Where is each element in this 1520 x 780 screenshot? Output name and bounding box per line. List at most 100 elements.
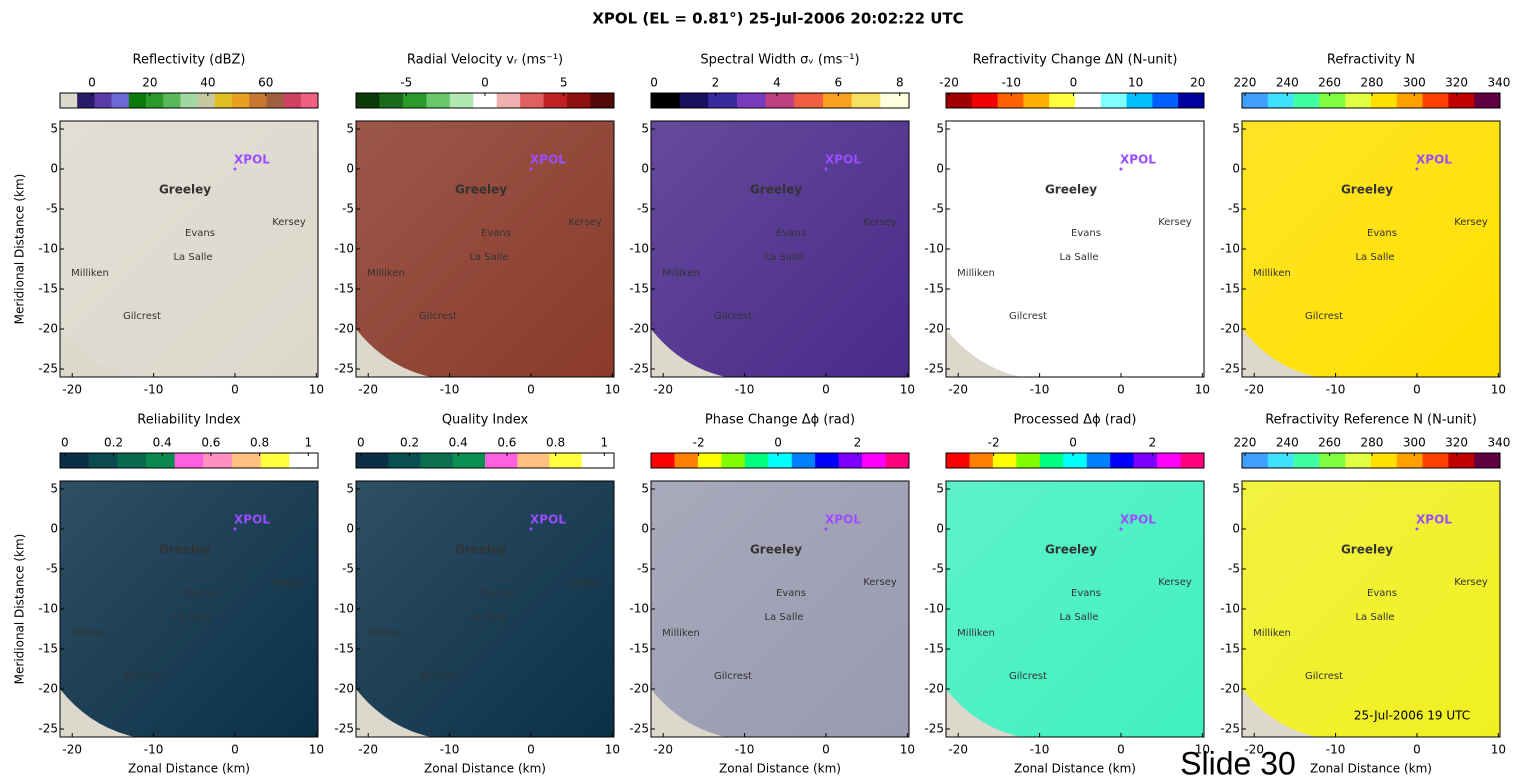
panel-title: Phase Change Δϕ (rad) bbox=[705, 413, 855, 428]
colorbar-swatch bbox=[698, 453, 722, 468]
x-tick-label: 0 bbox=[822, 743, 830, 757]
colorbar-tick-label: 240 bbox=[1276, 76, 1299, 90]
x-tick-label: 10 bbox=[900, 383, 915, 397]
colorbar-swatch bbox=[301, 93, 319, 108]
colorbar-tick-label: 10 bbox=[1128, 76, 1143, 90]
colorbar-swatch bbox=[1345, 93, 1371, 108]
colorbar-swatch bbox=[112, 93, 130, 108]
map-field bbox=[1242, 121, 1500, 377]
place-label: Greeley bbox=[1341, 543, 1393, 557]
colorbar-swatch bbox=[1423, 93, 1449, 108]
x-tick-label: -10 bbox=[144, 383, 164, 397]
colorbar-tick-label: 5 bbox=[560, 76, 568, 90]
x-tick-label: 10 bbox=[605, 743, 620, 757]
radar-site bbox=[824, 168, 827, 171]
radar-site bbox=[1119, 168, 1122, 171]
x-tick-label: 10 bbox=[900, 743, 915, 757]
radar-site bbox=[529, 528, 532, 531]
place-label: Greeley bbox=[1045, 543, 1097, 557]
y-tick-label: 0 bbox=[50, 162, 58, 176]
colorbar-swatch bbox=[426, 93, 450, 108]
y-tick-label: -20 bbox=[629, 682, 649, 696]
colorbar-swatch bbox=[815, 453, 839, 468]
x-tick-label: 0 bbox=[527, 383, 535, 397]
colorbar-swatch bbox=[550, 453, 583, 468]
colorbar-swatch bbox=[175, 453, 204, 468]
y-tick-label: -15 bbox=[1220, 282, 1240, 296]
colorbar-tick-label: 320 bbox=[1445, 76, 1468, 90]
colorbar-swatch bbox=[674, 453, 698, 468]
colorbar-swatch bbox=[1178, 93, 1204, 108]
colorbar-tick-label: 0 bbox=[88, 76, 96, 90]
place-label: Kersey bbox=[1158, 217, 1192, 228]
y-tick-label: -25 bbox=[1220, 362, 1240, 376]
colorbar-swatch bbox=[1242, 453, 1268, 468]
y-tick-label: -20 bbox=[334, 322, 354, 336]
colorbar-tick-label: 220 bbox=[1234, 436, 1257, 450]
y-tick-label: -5 bbox=[1228, 562, 1240, 576]
colorbar-swatch bbox=[1474, 93, 1500, 108]
y-tick-label: 5 bbox=[1232, 122, 1240, 136]
y-tick-label: -10 bbox=[924, 242, 944, 256]
y-tick-label: -10 bbox=[334, 242, 354, 256]
place-label: Evans bbox=[1367, 228, 1397, 239]
colorbar-swatch bbox=[1371, 93, 1397, 108]
y-tick-label: -15 bbox=[629, 642, 649, 656]
colorbar-tick-label: 0.4 bbox=[449, 436, 468, 450]
place-label: Evans bbox=[185, 228, 215, 239]
place-label: La Salle bbox=[1355, 252, 1394, 263]
panel-title: Spectral Width σᵥ (ms⁻¹) bbox=[700, 53, 859, 68]
place-label: XPOL bbox=[825, 153, 861, 167]
y-tick-label: -5 bbox=[342, 562, 354, 576]
colorbar-swatch bbox=[289, 453, 318, 468]
x-tick-label: 10 bbox=[309, 383, 324, 397]
colorbar-swatch bbox=[998, 93, 1024, 108]
x-tick-label: -10 bbox=[1030, 383, 1050, 397]
place-label: Gilcrest bbox=[419, 671, 457, 682]
x-tick-label: -20 bbox=[358, 383, 378, 397]
place-label: Milliken bbox=[71, 268, 109, 279]
y-tick-label: -5 bbox=[932, 562, 944, 576]
colorbar-swatch bbox=[745, 453, 769, 468]
colorbar-swatch bbox=[453, 453, 486, 468]
x-axis-label: Zonal Distance (km) bbox=[1310, 762, 1432, 776]
annotation: 25-Jul-2006 19 UTC bbox=[1354, 709, 1470, 723]
y-tick-label: -10 bbox=[38, 602, 58, 616]
y-tick-label: -15 bbox=[334, 282, 354, 296]
y-tick-label: -10 bbox=[629, 602, 649, 616]
place-label: Gilcrest bbox=[419, 311, 457, 322]
colorbar-swatch bbox=[497, 93, 521, 108]
colorbar-tick-label: 20 bbox=[1190, 76, 1205, 90]
place-label: XPOL bbox=[530, 153, 566, 167]
colorbar-swatch bbox=[198, 93, 216, 108]
y-tick-label: -10 bbox=[1220, 242, 1240, 256]
y-tick-label: -15 bbox=[38, 282, 58, 296]
colorbar-swatch bbox=[852, 93, 881, 108]
place-label: Milliken bbox=[71, 628, 109, 639]
place-label: Gilcrest bbox=[123, 671, 161, 682]
colorbar-tick-label: -20 bbox=[939, 76, 959, 90]
colorbar-swatch bbox=[1157, 453, 1181, 468]
place-label: Greeley bbox=[750, 183, 802, 197]
colorbar-swatch bbox=[1423, 453, 1449, 468]
place-label: Gilcrest bbox=[1009, 311, 1047, 322]
y-tick-label: 5 bbox=[346, 482, 354, 496]
colorbar-swatch bbox=[886, 453, 910, 468]
place-label: XPOL bbox=[234, 153, 270, 167]
x-axis-label: Zonal Distance (km) bbox=[719, 762, 841, 776]
x-axis-label: Zonal Distance (km) bbox=[128, 762, 250, 776]
colorbar-tick-label: 0.6 bbox=[497, 436, 516, 450]
colorbar-swatch bbox=[839, 453, 863, 468]
place-label: Evans bbox=[185, 588, 215, 599]
colorbar-tick-label: 260 bbox=[1318, 436, 1341, 450]
y-tick-label: 5 bbox=[50, 122, 58, 136]
colorbar-tick-label: 0.4 bbox=[153, 436, 172, 450]
colorbar-swatch bbox=[203, 453, 232, 468]
colorbar-swatch bbox=[146, 93, 164, 108]
x-tick-label: -10 bbox=[735, 383, 755, 397]
radar-site bbox=[233, 168, 236, 171]
x-tick-label: -20 bbox=[948, 743, 968, 757]
colorbar-swatch bbox=[94, 93, 112, 108]
colorbar-swatch bbox=[1294, 453, 1320, 468]
colorbar-swatch bbox=[1294, 93, 1320, 108]
